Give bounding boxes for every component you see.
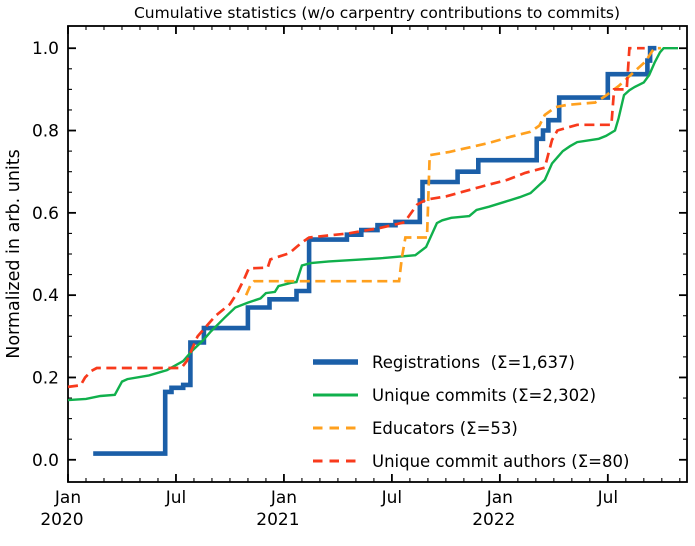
x-tick-label: Jul (165, 488, 187, 508)
x-tick-label: Jan (270, 488, 297, 508)
legend-label-unique-commits: Unique commits (Σ=2,302) (372, 386, 596, 405)
y-tick-label: 1.0 (32, 39, 59, 59)
y-tick-label: 0.0 (32, 451, 59, 471)
y-tick-label: 0.6 (32, 204, 59, 224)
legend-label-educators: Educators (Σ=53) (372, 419, 518, 438)
y-axis-label: Normalized in arb. units (4, 149, 24, 359)
x-tick-label: Jul (597, 488, 619, 508)
x-tick-year-label: 2021 (256, 510, 299, 530)
x-tick-year-label: 2020 (40, 510, 83, 530)
y-tick-label: 0.2 (32, 368, 59, 388)
plot-frame (67, 25, 688, 483)
x-tick-label: Jan (486, 488, 513, 508)
x-tick-label: Jul (381, 488, 403, 508)
x-tick-label: Jan (54, 488, 81, 508)
legend-label-registrations: Registrations (Σ=1,637) (372, 353, 575, 372)
y-tick-label: 0.4 (32, 286, 59, 306)
legend-label-unique-commit-authors: Unique commit authors (Σ=80) (372, 452, 629, 471)
data-series (67, 45, 678, 456)
series-line-unique-commit-authors (67, 46, 645, 389)
series-line-unique-commits (67, 47, 678, 402)
x-tick-year-label: 2022 (472, 510, 515, 530)
chart-title: Cumulative statistics (w/o carpentry con… (134, 4, 620, 22)
y-tick-label: 0.8 (32, 122, 59, 142)
legend: Registrations (Σ=1,637) Unique commits (Σ… (313, 353, 629, 471)
